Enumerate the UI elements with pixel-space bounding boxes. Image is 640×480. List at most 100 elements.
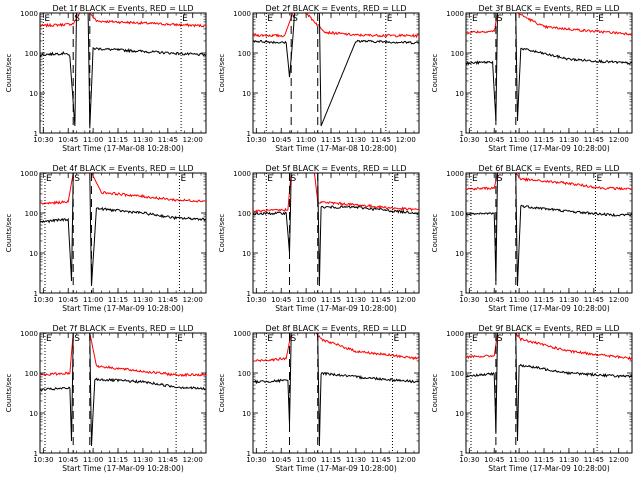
series-line-lld [466, 13, 632, 36]
chart-title: Det 1f BLACK = Events, RED = LLD [52, 4, 193, 13]
x-tick-label: 11:00 [83, 456, 103, 464]
plot-frame [39, 12, 207, 134]
y-tick-label: 10 [455, 250, 464, 258]
series-line-events [40, 13, 206, 129]
plot-frame [465, 172, 633, 294]
y-tick-label: 1 [34, 130, 38, 138]
y-tick-label: 1 [247, 450, 251, 458]
x-tick-label: 10:45 [484, 456, 504, 464]
x-tick-label: 11:15 [534, 456, 554, 464]
x-tick-label: 11:30 [559, 136, 579, 144]
x-tick-label: 11:00 [509, 136, 529, 144]
x-tick-label: 11:15 [321, 456, 341, 464]
series-line-events [40, 333, 206, 447]
x-tick-label: 11:00 [296, 296, 316, 304]
marker-label: E [387, 14, 393, 24]
x-tick-label: 11:15 [108, 136, 128, 144]
chart-panel-2: Det 2f BLACK = Events, RED = LLD 1 10 100 10… [218, 4, 420, 153]
plot-frame [465, 12, 633, 134]
x-tick-label: 11:00 [296, 136, 316, 144]
x-tick-label: 11:15 [108, 456, 128, 464]
x-tick-label: 11:45 [371, 296, 391, 304]
x-axis-label: Start Time (17-Mar-09 10:28:00) [62, 304, 184, 313]
marker-label: E [596, 174, 602, 184]
series-line-lld [253, 333, 419, 362]
marker-label: E [182, 14, 188, 24]
y-axis-label: Counts/sec [218, 214, 226, 253]
chart-panel-4: Det 4f BLACK = Events, RED = LLD 1 10 100 10… [5, 164, 207, 313]
y-tick-label: 1 [34, 450, 38, 458]
x-tick-label: 11:30 [346, 296, 366, 304]
x-axis-label: Start Time (17-Mar-08 10:28:00) [62, 144, 184, 153]
series-line-lld [40, 173, 206, 206]
x-tick-label: 10:30 [459, 456, 479, 464]
chart-title: Det 8f BLACK = Events, RED = LLD [265, 324, 406, 333]
series-line-lld [466, 173, 632, 191]
marker-label: E [393, 334, 399, 344]
chart-panel-5: Det 5f BLACK = Events, RED = LLD 1 10 100 10… [218, 164, 420, 313]
series-line-events [466, 173, 632, 287]
x-tick-label: 11:45 [158, 296, 178, 304]
x-tick-label: 12:00 [609, 136, 629, 144]
plot-frame [252, 332, 420, 454]
x-tick-label: 10:30 [33, 456, 53, 464]
y-tick-label: 100 [238, 210, 251, 218]
marker-label: E [472, 334, 478, 344]
y-tick-label: 10 [242, 90, 251, 98]
chart-panel-6: Det 6f BLACK = Events, RED = LLD 1 10 100 10… [431, 164, 633, 313]
y-tick-label: 100 [451, 50, 464, 58]
x-axis-label: Start Time (17-Mar-09 10:28:00) [488, 464, 610, 473]
y-tick-label: 100 [25, 370, 38, 378]
marker-label: E [598, 334, 604, 344]
x-tick-label: 10:30 [246, 296, 266, 304]
chart-title: Det 5f BLACK = Events, RED = LLD [265, 164, 406, 173]
y-tick-label: 1000 [233, 170, 251, 178]
y-axis-label: Counts/sec [5, 54, 13, 93]
x-tick-label: 11:15 [108, 296, 128, 304]
x-tick-label: 10:45 [271, 136, 291, 144]
x-axis-label: Start Time (17-Mar-09 10:28:00) [62, 464, 184, 473]
y-tick-label: 1000 [233, 330, 251, 338]
x-tick-label: 11:30 [559, 296, 579, 304]
x-tick-label: 10:30 [246, 136, 266, 144]
y-axis-label: Counts/sec [5, 374, 13, 413]
x-tick-label: 11:00 [83, 296, 103, 304]
series-line-lld [40, 13, 206, 28]
x-tick-label: 10:45 [484, 296, 504, 304]
x-tick-label: 11:00 [509, 456, 529, 464]
x-tick-label: 10:30 [33, 136, 53, 144]
x-tick-label: 12:00 [396, 296, 416, 304]
chart-title: Det 9f BLACK = Events, RED = LLD [478, 324, 619, 333]
x-tick-label: 11:45 [584, 456, 604, 464]
x-axis-label: Start Time (17-Mar-09 10:28:00) [275, 304, 397, 313]
x-tick-label: 10:30 [459, 296, 479, 304]
marker-label: E [472, 14, 478, 24]
marker-label: E [180, 174, 186, 184]
plot-frame [465, 332, 633, 454]
x-tick-label: 11:30 [133, 136, 153, 144]
x-tick-label: 11:45 [158, 456, 178, 464]
x-tick-label: 10:45 [58, 136, 78, 144]
x-axis-label: Start Time (17-Mar-09 10:28:00) [275, 464, 397, 473]
marker-label: S [291, 334, 297, 344]
y-tick-label: 10 [242, 250, 251, 258]
x-tick-label: 11:15 [321, 296, 341, 304]
x-tick-label: 11:45 [371, 136, 391, 144]
y-tick-label: 1000 [446, 330, 464, 338]
chart-panel-1: Det 1f BLACK = Events, RED = LLD 1 10 100 10… [5, 4, 207, 153]
series-line-events [466, 13, 632, 122]
series-line-lld [253, 13, 419, 39]
y-tick-label: 1000 [233, 10, 251, 18]
y-axis-label: Counts/sec [431, 374, 439, 413]
y-tick-label: 100 [238, 50, 251, 58]
plot-frame [252, 12, 420, 134]
y-tick-label: 100 [25, 50, 38, 58]
y-axis-label: Counts/sec [218, 54, 226, 93]
y-tick-label: 100 [238, 370, 251, 378]
chart-title: Det 2f BLACK = Events, RED = LLD [265, 4, 406, 13]
x-tick-label: 10:45 [271, 296, 291, 304]
x-tick-label: 10:30 [246, 456, 266, 464]
marker-label: E [46, 334, 52, 344]
marker-label: E [472, 174, 478, 184]
